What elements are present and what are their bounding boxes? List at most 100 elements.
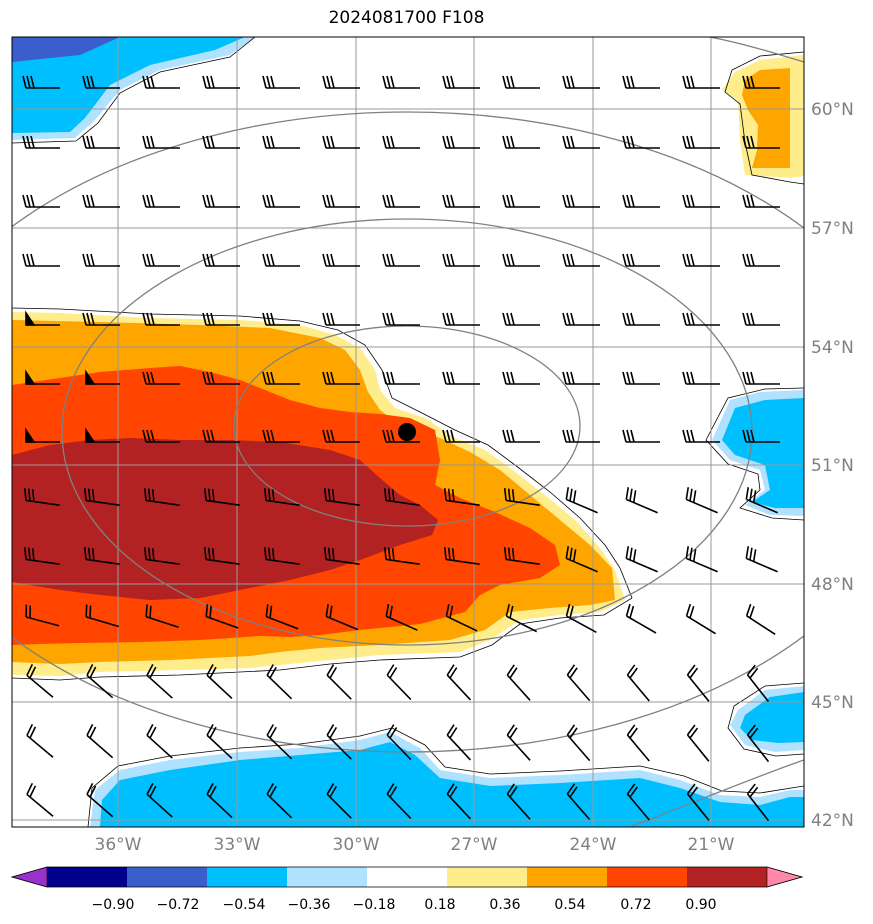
wind-barb — [685, 546, 718, 573]
wind-barb — [503, 547, 540, 565]
wind-barb — [202, 429, 240, 443]
wind-barb — [85, 369, 120, 385]
wind-barb — [622, 135, 660, 149]
wind-barb — [745, 487, 778, 514]
wind-barb — [322, 135, 360, 149]
wind-barb — [625, 487, 658, 514]
wind-barb — [203, 488, 240, 506]
wind-barb — [446, 724, 472, 761]
wind-barb — [742, 312, 780, 326]
wind-barb — [682, 371, 720, 385]
colorbar-tick-label: −0.90 — [92, 897, 135, 913]
wind-barb — [142, 75, 180, 89]
colorbar-segment — [687, 867, 768, 887]
wind-barb — [206, 724, 233, 760]
blue-region-south — [100, 742, 804, 827]
wind-barbs — [22, 75, 780, 822]
colorbar-segment — [527, 867, 608, 887]
blue-region-east — [722, 398, 804, 508]
wind-barb — [682, 253, 720, 267]
lat-label: 45°N — [811, 693, 854, 713]
wind-barb — [625, 603, 657, 634]
wind-barb — [442, 253, 480, 267]
wind-barb — [622, 429, 660, 443]
wind-barb — [685, 487, 718, 514]
wind-barb — [86, 782, 114, 818]
wind-barb — [26, 663, 54, 698]
wind-barb — [266, 664, 293, 700]
wind-barb — [262, 194, 300, 208]
wind-barb — [442, 371, 480, 385]
wind-barb — [386, 783, 412, 820]
wind-barb — [22, 194, 60, 208]
wind-barb — [502, 75, 540, 89]
wind-barb — [565, 487, 598, 514]
wind-barb — [506, 664, 531, 701]
wind-barb — [502, 312, 540, 326]
colorbar-segment — [287, 867, 368, 887]
wind-barb — [742, 429, 780, 443]
orange-region-ne — [742, 68, 790, 168]
wind-barb — [142, 371, 180, 385]
lat-labels: 60°N 57°N 54°N 51°N 48°N 45°N 42°N — [811, 100, 854, 831]
lat-label: 51°N — [811, 456, 854, 476]
wind-barb — [25, 604, 60, 627]
grid-lines — [12, 37, 804, 827]
colorbar-tick-label: −0.54 — [223, 897, 266, 913]
wind-barb — [682, 429, 720, 443]
wind-barb — [26, 723, 54, 758]
wind-barb — [85, 604, 119, 628]
storm-center-marker — [398, 423, 416, 441]
colorbar-segment — [367, 867, 448, 887]
wind-barb — [746, 664, 770, 703]
wind-barb — [562, 75, 600, 89]
wind-barb — [206, 783, 233, 819]
wind-barb — [82, 75, 120, 89]
colorbar-segment — [207, 867, 288, 887]
wind-barb — [146, 783, 173, 818]
wind-barb — [385, 604, 418, 631]
lon-label: 36°W — [95, 835, 142, 855]
wind-barb — [383, 547, 420, 565]
wind-barb — [382, 135, 420, 149]
wind-barb — [203, 547, 240, 565]
wind-barb — [442, 75, 480, 89]
wind-barb — [622, 371, 660, 385]
wind-barb — [202, 312, 240, 326]
wind-barb — [562, 371, 600, 385]
wind-barb — [442, 135, 480, 149]
colorbar-segment — [447, 867, 528, 887]
wind-barb — [562, 194, 600, 208]
colorbar-tick-label: −0.36 — [288, 897, 331, 913]
wind-barb — [322, 194, 360, 208]
wind-barb — [326, 664, 352, 700]
wind-barb — [23, 547, 60, 565]
lon-label: 21°W — [688, 835, 735, 855]
wind-barb — [562, 429, 600, 443]
wind-barb — [382, 75, 420, 89]
wind-barb — [323, 547, 360, 565]
wind-barb — [502, 371, 540, 385]
wind-barb — [142, 312, 180, 326]
colorbar-extend-max — [766, 866, 804, 888]
wind-barb — [622, 253, 660, 267]
wind-barb — [142, 135, 180, 149]
wind-barb — [742, 75, 780, 89]
wind-barb — [325, 604, 359, 631]
wind-barb — [562, 312, 600, 326]
wind-barb — [326, 783, 352, 819]
wind-barb — [686, 783, 710, 821]
colorbar-tick-label: 0.18 — [424, 897, 455, 913]
wind-barb — [443, 488, 480, 506]
wind-barb — [262, 312, 300, 326]
lat-label: 60°N — [811, 100, 854, 120]
wind-barb — [566, 724, 591, 762]
wind-barb — [386, 724, 412, 761]
wind-barb — [682, 135, 720, 149]
wind-barb — [382, 194, 420, 208]
wind-barb — [263, 488, 300, 506]
wind-barb — [202, 194, 240, 208]
wind-barb — [83, 547, 120, 565]
colorbar-tick-label: −0.18 — [353, 897, 396, 913]
colorbar-segment — [47, 867, 128, 887]
